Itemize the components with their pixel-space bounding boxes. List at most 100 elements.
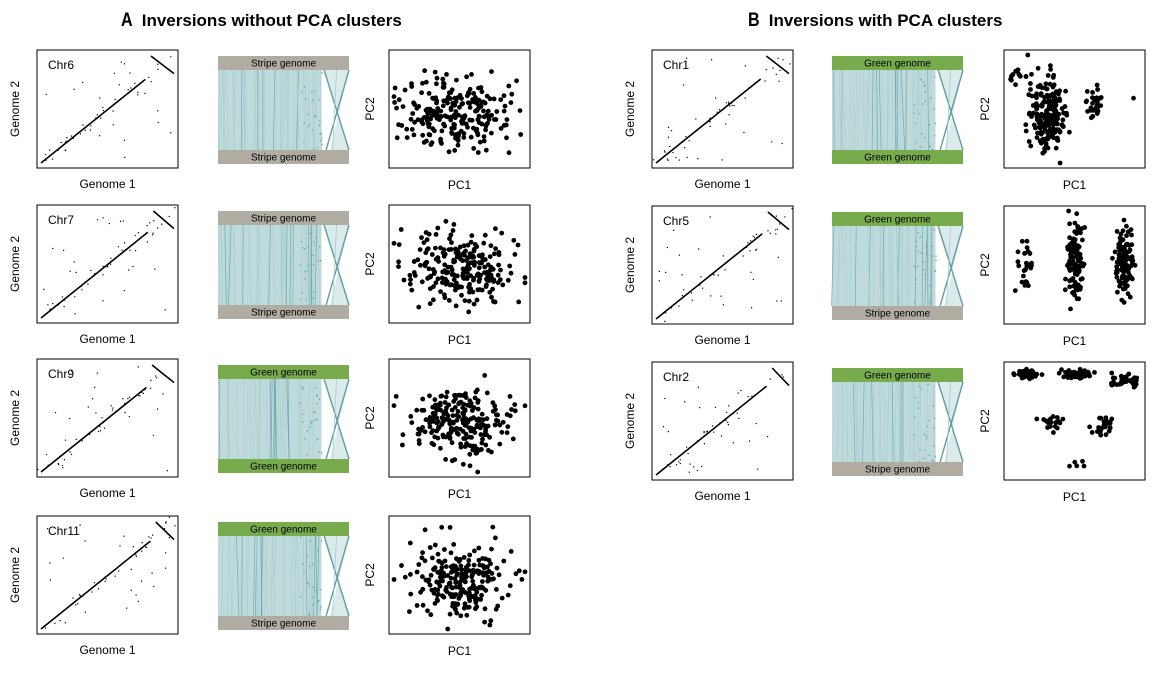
dotplot-point <box>49 149 51 151</box>
synteny-link <box>909 381 912 463</box>
pca-point <box>457 104 462 110</box>
pca-point <box>1011 371 1017 376</box>
pca-point <box>1124 223 1129 229</box>
dotplot-point <box>127 398 129 400</box>
pca-point <box>483 147 489 153</box>
synteny-link <box>891 69 894 151</box>
dotplot-point <box>706 433 708 435</box>
dotplot-point <box>684 401 686 403</box>
dotplot-point <box>165 567 167 569</box>
pca-point <box>416 441 422 446</box>
pca-point <box>484 390 490 396</box>
synteny-link <box>270 535 274 617</box>
synteny-dot <box>913 434 915 436</box>
pca-point <box>430 418 436 423</box>
synteny-inversion-link <box>937 69 964 151</box>
dotplot-point <box>129 249 131 251</box>
synteny-link <box>880 225 882 307</box>
dotplot-point <box>782 376 784 378</box>
dotplot-point <box>102 422 104 424</box>
dotplot-point <box>110 263 112 265</box>
synteny-dot <box>923 85 925 87</box>
dotplot-inversion <box>152 210 175 230</box>
pca-point <box>1051 430 1056 435</box>
pca-point <box>1068 371 1074 377</box>
dotplot-point <box>693 466 695 468</box>
pca-point <box>420 80 425 86</box>
dotplot-point <box>137 600 139 602</box>
pca-point <box>396 264 401 269</box>
dotplot-point <box>141 550 143 552</box>
pca-point <box>1067 129 1072 135</box>
synteny-dot <box>313 411 315 413</box>
pca-point <box>471 405 477 410</box>
dotplot-point <box>64 622 66 624</box>
pca-point <box>432 601 438 606</box>
pca-point <box>408 116 414 122</box>
panel-b-letter: B <box>748 10 760 31</box>
pca-point <box>460 461 466 467</box>
dotplot-point <box>134 82 136 84</box>
dotplot-point <box>130 87 132 89</box>
pca-point <box>484 569 490 575</box>
dotplot-point <box>47 464 49 466</box>
dotplot-point <box>722 255 724 257</box>
pca-point <box>441 253 447 259</box>
pca-point <box>1110 375 1116 381</box>
dotplot-point <box>146 225 148 227</box>
pca-point <box>505 424 511 430</box>
dotplot-point <box>146 241 148 243</box>
dotplot-point <box>709 121 711 123</box>
pca-point <box>480 436 485 442</box>
pca-point <box>1051 82 1057 88</box>
synteny-link <box>282 69 285 151</box>
synteny-dot <box>318 124 321 126</box>
pca-point <box>438 289 443 294</box>
synteny-dot <box>926 425 929 428</box>
synteny-dot <box>301 386 304 389</box>
synteny-inversion-link <box>325 69 350 151</box>
pca-point <box>451 542 457 547</box>
pca-point <box>1114 267 1120 272</box>
synteny-dot <box>303 572 305 574</box>
pca-point <box>415 117 421 123</box>
dotplot-point <box>103 427 106 429</box>
pca-point <box>1120 228 1126 234</box>
pca-point <box>1124 233 1129 239</box>
dotplot-point <box>684 147 686 149</box>
pca-point <box>1024 245 1030 251</box>
dotplot-point <box>732 413 734 415</box>
pca-point <box>448 232 454 238</box>
pca-point <box>1077 286 1083 292</box>
dotplot-point <box>746 246 748 248</box>
dotplot-point <box>132 546 134 548</box>
synteny-link <box>926 225 929 307</box>
dotplot-point <box>672 151 674 154</box>
pca-point <box>456 131 461 137</box>
synteny-link <box>314 224 318 306</box>
pca-point <box>467 586 472 592</box>
pca-point <box>434 75 440 81</box>
synteny-dot <box>931 255 933 257</box>
synteny-dot <box>318 398 321 400</box>
pca-point <box>487 289 493 295</box>
dotplot-point <box>757 468 759 470</box>
pca-point <box>471 254 477 260</box>
pca-point <box>1048 127 1054 133</box>
synteny-link <box>931 225 934 307</box>
pca-point <box>475 406 481 412</box>
pca-point <box>1075 225 1081 231</box>
dotplot-point <box>99 424 101 426</box>
pca-point <box>411 270 417 275</box>
pca-point <box>457 426 463 432</box>
synteny-link <box>842 225 845 307</box>
pca-point <box>426 577 432 583</box>
dotplot-point <box>679 459 681 461</box>
synteny-dot <box>312 586 314 588</box>
pca-point <box>466 593 471 598</box>
pca-point <box>426 231 432 237</box>
synteny-bottom-genome-label: Green genome <box>864 153 931 164</box>
pca-point <box>493 606 499 612</box>
synteny-dot <box>305 298 307 301</box>
